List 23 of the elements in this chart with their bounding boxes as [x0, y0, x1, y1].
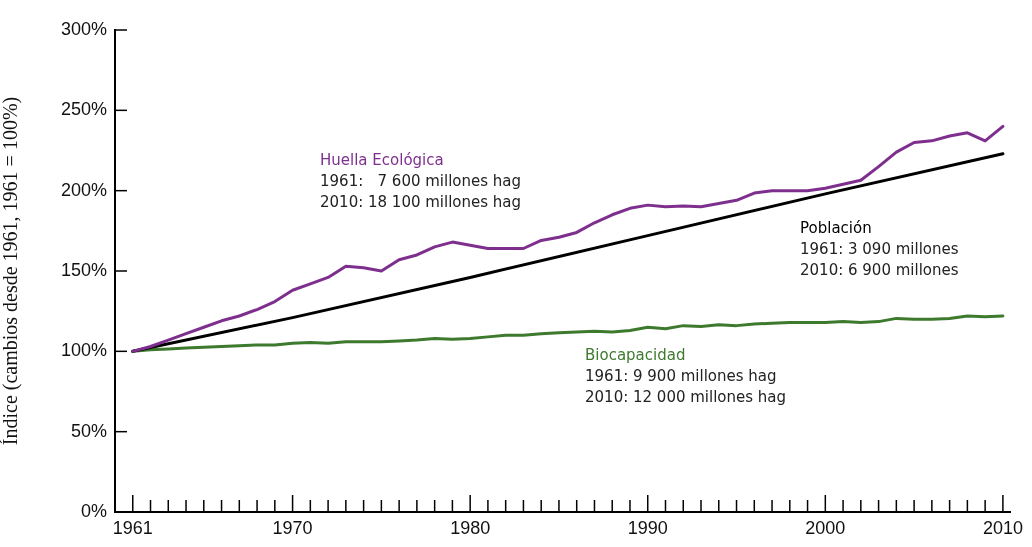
- annotation: 1961: 7 600 millones hag: [320, 171, 522, 192]
- annotation: 2010: 12 000 millones hag: [585, 387, 787, 408]
- series-label: Biocapacidad: [585, 345, 687, 366]
- y-axis-title: Índice (cambios desde 1961, 1961 = 100%): [0, 96, 23, 446]
- x-tick-label: 1961: [112, 517, 153, 538]
- annotation: 2010: 6 900 millones: [800, 260, 959, 281]
- y-tick-label: 200%: [60, 179, 107, 200]
- y-tick-label: 0%: [80, 500, 107, 521]
- annotation: 2010: 18 100 millones hag: [320, 192, 522, 213]
- annotation: 1961: 9 900 millones hag: [585, 366, 778, 387]
- y-tick-label: 100%: [60, 340, 107, 361]
- series-label: Población: [800, 218, 873, 239]
- y-tick-label: 50%: [70, 420, 107, 441]
- text: Huella Ecológica: [320, 150, 445, 171]
- x-tick-label: 1990: [627, 517, 668, 538]
- x-tick-label: 2010: [982, 517, 1023, 538]
- x-tick-label: 1970: [272, 517, 313, 538]
- y-tick-label: 150%: [60, 259, 107, 280]
- annotation: 1961: 3 090 millones: [800, 239, 959, 260]
- y-tick-label: 250%: [60, 99, 107, 120]
- x-tick-label: 1980: [450, 517, 491, 538]
- x-tick-label: 2000: [805, 517, 846, 538]
- y-tick-label: 300%: [60, 18, 107, 39]
